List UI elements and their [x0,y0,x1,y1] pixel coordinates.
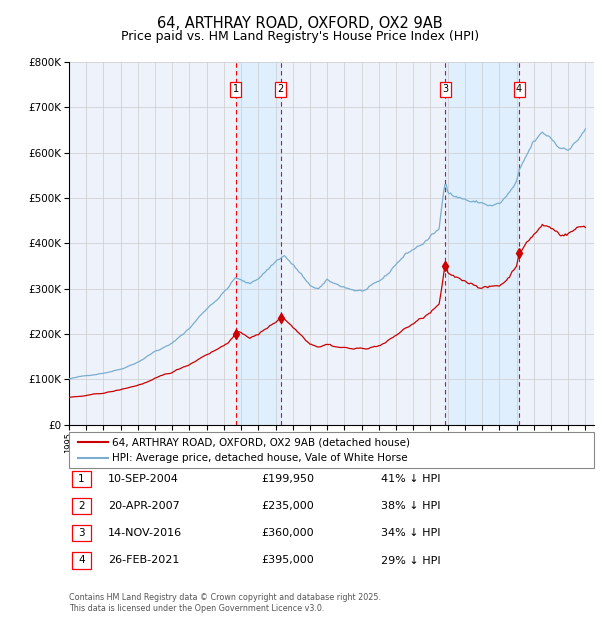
Text: 26-FEB-2021: 26-FEB-2021 [108,556,179,565]
Text: 64, ARTHRAY ROAD, OXFORD, OX2 9AB: 64, ARTHRAY ROAD, OXFORD, OX2 9AB [157,16,443,30]
Text: 1: 1 [78,474,85,484]
Text: 38% ↓ HPI: 38% ↓ HPI [381,501,440,511]
Text: £395,000: £395,000 [261,556,314,565]
Text: 1: 1 [233,84,239,94]
Text: £235,000: £235,000 [261,501,314,511]
Text: £199,950: £199,950 [261,474,314,484]
Bar [445,62,519,425]
Bar [236,62,281,425]
Text: 3: 3 [442,84,449,94]
Text: 4: 4 [78,556,85,565]
Text: 2: 2 [78,501,85,511]
Text: HPI: Average price, detached house, Vale of White Horse: HPI: Average price, detached house, Vale… [112,453,408,463]
Text: 34% ↓ HPI: 34% ↓ HPI [381,528,440,538]
Text: Contains HM Land Registry data © Crown copyright and database right 2025.
This d: Contains HM Land Registry data © Crown c… [69,593,381,613]
Text: Price paid vs. HM Land Registry's House Price Index (HPI): Price paid vs. HM Land Registry's House … [121,30,479,43]
Text: £360,000: £360,000 [261,528,314,538]
Text: 2: 2 [278,84,284,94]
Text: 14-NOV-2016: 14-NOV-2016 [108,528,182,538]
Text: 4: 4 [516,84,522,94]
Text: 10-SEP-2004: 10-SEP-2004 [108,474,179,484]
Text: 3: 3 [78,528,85,538]
Text: 20-APR-2007: 20-APR-2007 [108,501,180,511]
Text: 64, ARTHRAY ROAD, OXFORD, OX2 9AB (detached house): 64, ARTHRAY ROAD, OXFORD, OX2 9AB (detac… [112,437,410,447]
Text: 29% ↓ HPI: 29% ↓ HPI [381,556,440,565]
Text: 41% ↓ HPI: 41% ↓ HPI [381,474,440,484]
